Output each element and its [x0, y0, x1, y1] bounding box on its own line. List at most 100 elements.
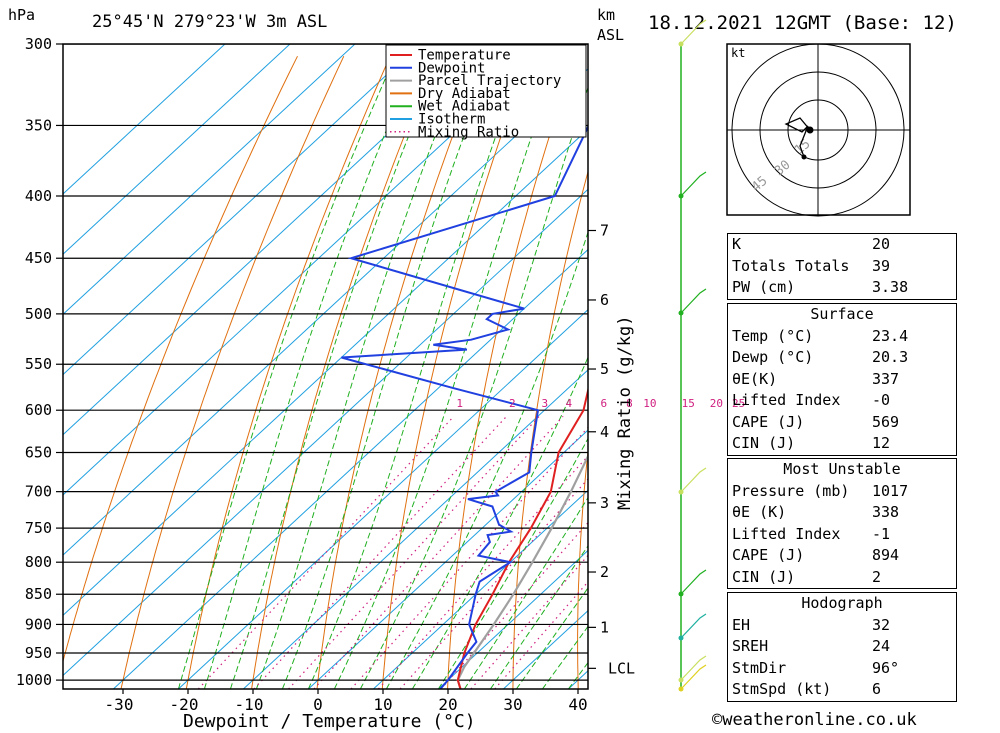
datetime-title: 18.12.2021 12GMT (Base: 12) — [648, 12, 957, 34]
index-value: 96° — [872, 658, 900, 677]
wet-adiabat-line — [515, 587, 588, 689]
mixing-ratio-line — [470, 554, 588, 689]
index-label: Dewp (°C) — [732, 348, 814, 366]
plot-border — [62, 43, 589, 690]
pressure-tick-label: 1000 — [16, 671, 52, 689]
index-value: 1017 — [872, 481, 909, 500]
credit: ©weatheronline.co.uk — [712, 710, 917, 730]
km-tick-label: LCL — [608, 659, 635, 677]
wet-adiabat-line — [307, 44, 531, 689]
pressure-tick-label: 500 — [25, 305, 52, 323]
index-row: SREH 24 — [728, 636, 956, 658]
dry-adiabat-line — [980, 56, 1000, 689]
mixing-ratio-line — [350, 426, 588, 689]
index-label: Temp (°C) — [732, 326, 814, 345]
index-label: Pressure (mb) — [732, 481, 850, 500]
dry-adiabat-line — [381, 56, 530, 689]
dry-adiabat-line — [316, 56, 484, 689]
profiles — [341, 124, 588, 689]
index-row: EH 32 — [728, 615, 956, 637]
wet-adiabat-line — [281, 44, 500, 689]
wet-adiabat-line — [411, 356, 588, 689]
index-row: Lifted Index -1 — [728, 524, 956, 546]
km-tick-label: 6 — [600, 291, 609, 309]
index-value: 3.38 — [872, 278, 909, 296]
km-tick-label: 2 — [600, 563, 609, 581]
dry-adiabat-line — [63, 55, 298, 664]
surface-table: Surface Temp (°C) 23.4 Dewp (°C) 20.3 θE(K) 3… — [727, 303, 957, 456]
mixing-ratio-label: 15 — [682, 397, 695, 410]
wind-barb — [680, 655, 707, 681]
isotherm-line — [63, 44, 356, 316]
dry-adiabat-line — [640, 56, 715, 689]
x-tick-label: 10 — [373, 695, 392, 714]
wind-barb — [680, 569, 707, 595]
most-unstable-table: Most Unstable Pressure (mb) 1017 θE (K) 338… — [727, 458, 957, 589]
index-label: Lifted Index — [732, 391, 841, 409]
index-row: CAPE (J) 894 — [728, 545, 956, 567]
diagram-lines — [63, 44, 1000, 689]
wind-barb — [680, 288, 707, 314]
index-value: 23.4 — [872, 326, 909, 345]
indices-table-top: K 20 Totals Totals 39 PW (cm) 3.38 — [727, 233, 957, 300]
index-label: EH — [732, 615, 751, 634]
location-title: 25°45'N 279°23'W 3m ASL — [92, 12, 327, 32]
index-value: 338 — [872, 503, 900, 521]
index-row: Dewp (°C) 20.3 — [728, 347, 956, 369]
mixing-ratio-line — [377, 455, 588, 689]
plot-frame — [62, 43, 589, 690]
mixing-ratio-label: 25 — [732, 397, 745, 410]
parcel-trajectory-line — [456, 453, 588, 689]
isotherm-line — [63, 188, 588, 677]
pressure-tick-label: 350 — [25, 116, 52, 134]
pressure-tick-label: 450 — [25, 249, 52, 267]
x-tick-label: -30 — [105, 695, 134, 714]
pressure-tick-label: 550 — [25, 355, 52, 373]
pressure-tick-label: 650 — [25, 443, 52, 461]
index-label: PW (cm) — [732, 278, 796, 296]
index-value: 32 — [872, 615, 891, 634]
wind-barb — [680, 171, 707, 197]
legend-label: Dry Adiabat — [418, 86, 511, 102]
index-row: Totals Totals 39 — [728, 256, 956, 278]
x-tick-label: -20 — [170, 695, 199, 714]
index-label: StmDir — [732, 658, 787, 677]
mixing-ratio-line — [197, 415, 455, 689]
km-tick-label: 4 — [600, 423, 609, 441]
isotherm-line — [178, 309, 588, 689]
wind-barb — [680, 664, 707, 690]
wet-adiabat-line — [333, 44, 565, 689]
hodograph-end-dot — [801, 154, 807, 160]
km-tick-label: 3 — [600, 494, 609, 512]
wind-barb — [680, 467, 707, 493]
index-label: θE (K) — [732, 503, 787, 521]
dry-adiabat-line — [120, 55, 345, 689]
x-axis-label: Dewpoint / Temperature (°C) — [183, 711, 476, 732]
mixing-ratio-label: 4 — [565, 397, 572, 410]
index-label: StmSpd (kt) — [732, 680, 832, 698]
index-value: 569 — [872, 412, 900, 431]
index-row: Pressure (mb) 1017 — [728, 481, 956, 503]
mixing-ratio-label: 3 — [542, 397, 549, 410]
x-tick-label: 30 — [503, 695, 522, 714]
legend-label: Mixing Ratio — [418, 124, 519, 140]
hodograph-trace — [784, 117, 811, 158]
index-row: StmDir 96° — [728, 658, 956, 680]
km-unit: km — [597, 6, 615, 24]
mixing-ratio-line — [313, 415, 564, 689]
index-value: 39 — [872, 256, 891, 275]
isotherm-line — [373, 489, 588, 689]
isotherm-line — [63, 44, 551, 496]
hodograph-unit: kt — [731, 46, 745, 60]
pressure-tick-label: 800 — [25, 553, 52, 571]
index-label: CAPE (J) — [732, 546, 805, 564]
index-row: θE (K) 338 — [728, 502, 956, 524]
index-label: Totals Totals — [732, 256, 850, 275]
mixing-ratio-label: 20 — [710, 397, 723, 410]
axes: 3003504004505005506006507007508008509009… — [16, 35, 745, 714]
isotherm-line — [308, 429, 588, 689]
mixing-ratio-label: 10 — [643, 397, 656, 410]
